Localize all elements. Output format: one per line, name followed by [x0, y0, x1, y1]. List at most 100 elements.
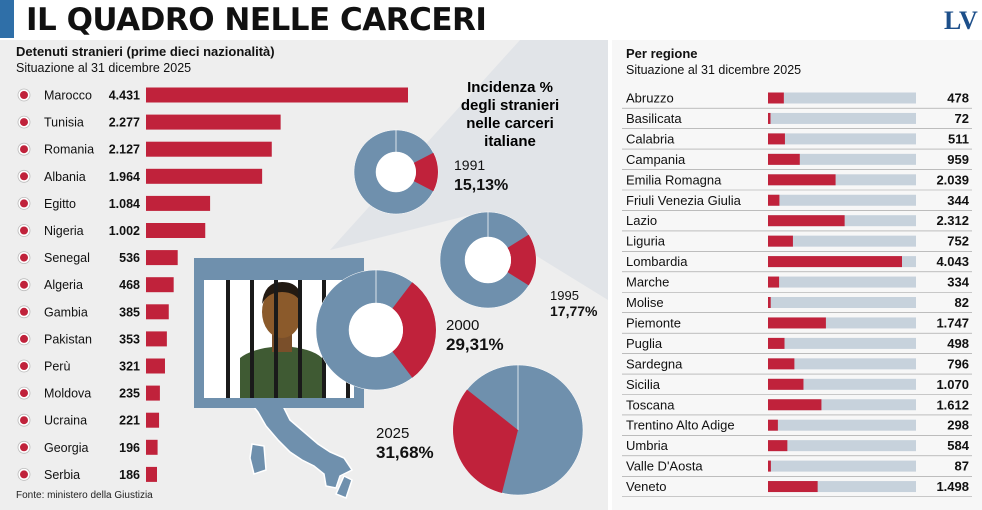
ukraine-flag-icon-center — [20, 416, 28, 425]
region-bar-lazio — [768, 215, 845, 227]
nationality-label-ucraina: Ucraina — [44, 414, 87, 428]
donut-percent-label-2000: 29,31% — [446, 335, 504, 354]
region-label-lazio: Lazio — [626, 213, 657, 228]
region-track-calabria — [768, 133, 916, 145]
header-accent-strip — [0, 0, 14, 38]
gambia-flag-icon-center — [20, 307, 28, 316]
nationality-value-ucraina: 221 — [119, 414, 140, 428]
region-label-umbria: Umbria — [626, 438, 669, 453]
brand-logo: LV — [944, 6, 978, 35]
region-value-basilicata: 72 — [955, 111, 969, 126]
donut-1995-share-wedge — [507, 234, 536, 286]
region-label-sardegna: Sardegna — [626, 356, 683, 371]
region-bar-molise — [768, 297, 771, 308]
donut-year-label-1995: 1995 — [550, 288, 579, 303]
region-bar-campania — [768, 153, 800, 165]
region-chart-subtitle: Situazione al 31 dicembre 2025 — [626, 63, 802, 77]
incidence-title-line-1: Incidenza % — [467, 79, 553, 96]
region-bar-veneto — [768, 481, 818, 493]
region-track-molise — [768, 297, 916, 308]
region-value-lazio: 2.312 — [936, 213, 969, 228]
region-track-campania — [768, 153, 916, 165]
nationality-label-nigeria: Nigeria — [44, 224, 84, 238]
region-track-trentino-alto-adige — [768, 419, 916, 431]
incidence-title-line-4: italiane — [484, 133, 536, 150]
region-track-veneto — [768, 481, 916, 493]
nationality-value-nigeria: 1.002 — [109, 224, 140, 238]
region-value-liguria: 752 — [947, 234, 969, 249]
region-label-lombardia: Lombardia — [626, 254, 688, 269]
nationality-bar-chart: Marocco 4.431 Tunisia 2.277 Romania 2.127 Alba… — [17, 87, 408, 482]
region-track-piemonte — [768, 317, 916, 329]
nationality-value-georgia: 196 — [119, 441, 140, 455]
nationality-value-algeria: 468 — [119, 278, 140, 292]
nationality-value-marocco: 4.431 — [109, 89, 140, 103]
romania-flag-icon-center — [20, 145, 28, 154]
region-label-liguria: Liguria — [626, 234, 666, 249]
nationality-bar-tunisia — [146, 114, 281, 130]
serbia-flag-icon-center — [20, 470, 28, 479]
donut-year-label-2025: 2025 — [376, 425, 409, 442]
region-label-veneto: Veneto — [626, 479, 667, 494]
algeria-flag-icon-center — [20, 280, 28, 289]
region-track-sicilia — [768, 378, 916, 390]
region-bar-basilicata — [768, 112, 771, 124]
nationality-value-albania: 1.964 — [109, 170, 140, 184]
region-label-abruzzo: Abruzzo — [626, 91, 674, 106]
nationality-bar-marocco — [146, 87, 408, 103]
nationality-bar-peru — [146, 358, 165, 374]
region-value-emilia-romagna: 2.039 — [936, 172, 969, 187]
egypt-flag-icon-center — [20, 199, 28, 208]
region-bar-emilia-romagna — [768, 174, 836, 186]
region-label-marche: Marche — [626, 275, 669, 290]
region-value-sicilia: 1.070 — [936, 377, 969, 392]
prisoner-behind-bars-icon — [194, 258, 364, 408]
nationality-value-moldova: 235 — [119, 387, 140, 401]
nationality-value-peru: 321 — [119, 360, 140, 374]
nationality-chart-title: Detenuti stranieri (prime dieci nazional… — [16, 44, 275, 59]
region-value-marche: 334 — [947, 275, 969, 290]
region-label-trentino-alto-adige: Trentino Alto Adige — [626, 418, 735, 433]
donut-1991-share-wedge — [413, 152, 439, 192]
region-label-campania: Campania — [626, 152, 686, 167]
region-label-molise: Molise — [626, 295, 664, 310]
nationality-bar-albania — [146, 168, 263, 184]
region-track-abruzzo — [768, 92, 916, 104]
nationality-bar-georgia — [146, 439, 158, 455]
region-value-lombardia: 4.043 — [936, 254, 969, 269]
nationality-label-pakistan: Pakistan — [44, 332, 92, 346]
nationality-label-marocco: Marocco — [44, 89, 92, 103]
tunisia-flag-icon-center — [20, 118, 28, 127]
nationality-bar-gambia — [146, 304, 169, 320]
region-bar-lombardia — [768, 256, 902, 268]
nationality-bar-algeria — [146, 277, 174, 293]
region-label-sicilia: Sicilia — [626, 377, 661, 392]
donut-year-label-2000: 2000 — [446, 317, 479, 334]
region-label-emilia-romagna: Emilia Romagna — [626, 172, 722, 187]
region-label-puglia: Puglia — [626, 336, 663, 351]
region-value-umbria: 584 — [947, 438, 969, 453]
region-label-friuli-venezia-giulia: Friuli Venezia Giulia — [626, 193, 742, 208]
nationality-bar-serbia — [146, 466, 157, 482]
nationality-label-peru: Perù — [44, 360, 70, 374]
donut-percent-label-1995: 17,77% — [550, 303, 598, 319]
nationality-label-moldova: Moldova — [44, 387, 91, 401]
donut-percent-label-2025: 31,68% — [376, 443, 434, 462]
region-value-molise: 82 — [955, 295, 969, 310]
region-value-sardegna: 796 — [947, 356, 969, 371]
nationality-value-senegal: 536 — [119, 251, 140, 265]
donut-1991-hole — [376, 152, 416, 192]
pakistan-flag-icon-center — [20, 334, 28, 343]
region-bar-umbria — [768, 440, 788, 452]
source-note: Fonte: ministero della Giustizia — [16, 490, 153, 501]
region-track-marche — [768, 276, 916, 288]
spotlight-shape — [330, 40, 608, 300]
nigeria-flag-icon-center — [20, 226, 28, 235]
region-value-puglia: 498 — [947, 336, 969, 351]
region-bar-sicilia — [768, 378, 804, 390]
region-label-piemonte: Piemonte — [626, 315, 681, 330]
region-bar-puglia — [768, 337, 785, 349]
region-track-liguria — [768, 235, 916, 247]
nationality-value-serbia: 186 — [119, 468, 140, 482]
